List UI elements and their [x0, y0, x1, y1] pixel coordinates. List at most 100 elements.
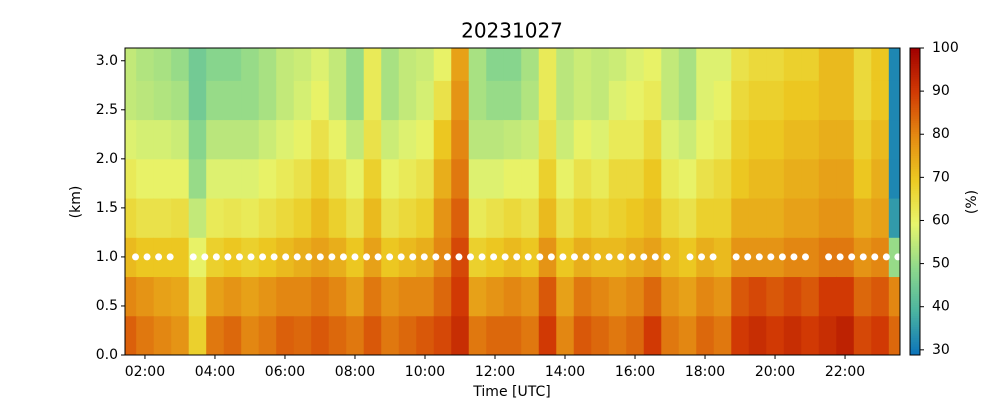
- colorbar-segment: [910, 247, 920, 251]
- chart-title: 20231027: [461, 19, 563, 43]
- heat-cell: [888, 276, 900, 317]
- colorbar-segment: [910, 212, 920, 216]
- colorbar-segment: [910, 282, 920, 286]
- heat-cell: [468, 80, 487, 121]
- colorbar-segment: [910, 69, 920, 73]
- colorbar-segment: [910, 162, 920, 165]
- colorbar-segment: [910, 337, 920, 341]
- heat-cell: [258, 48, 277, 81]
- heat-cell: [416, 276, 435, 317]
- heat-cell: [311, 276, 330, 317]
- marker: [363, 253, 371, 261]
- marker: [871, 253, 879, 261]
- colorbar-segment: [910, 280, 920, 284]
- heat-cell: [503, 119, 522, 160]
- y-axis-label: (km): [68, 186, 84, 219]
- heat-cell: [801, 158, 820, 199]
- heat-cell: [398, 119, 417, 160]
- colorbar-segment: [910, 232, 920, 235]
- heat-cell: [713, 119, 732, 160]
- marker: [166, 253, 174, 261]
- heat-cell: [468, 276, 487, 317]
- heat-cell: [888, 119, 900, 160]
- heat-cell: [451, 158, 470, 199]
- heat-cell: [311, 119, 330, 160]
- heat-cell: [836, 276, 855, 317]
- colorbar-segment: [910, 315, 920, 319]
- colorbar-segment: [910, 346, 920, 349]
- heat-cell: [818, 198, 837, 238]
- colorbar-segment: [910, 284, 920, 288]
- heat-cell: [731, 80, 750, 121]
- colorbar-segment: [910, 273, 920, 277]
- heat-cell: [556, 80, 575, 121]
- heat-cell: [713, 158, 732, 199]
- heat-cell: [188, 158, 207, 199]
- colorbar-segment: [910, 175, 920, 178]
- marker: [825, 253, 833, 261]
- heat-cell: [486, 80, 505, 121]
- marker: [698, 253, 706, 261]
- marker: [351, 253, 359, 261]
- heat-cell: [818, 80, 837, 121]
- colorbar-segment: [910, 56, 920, 60]
- marker: [282, 253, 290, 261]
- marker: [235, 253, 243, 261]
- heat-cell: [416, 119, 435, 160]
- colorbar-segment: [910, 214, 920, 218]
- heat-cell: [293, 80, 312, 121]
- heat-cell: [801, 276, 820, 317]
- heat-cell: [538, 158, 557, 199]
- colorbar-segment: [910, 54, 920, 58]
- colorbar-segment: [910, 188, 920, 192]
- x-tick-label: 22:00: [825, 364, 865, 380]
- heat-cell: [853, 119, 872, 160]
- colorbar-segment: [910, 186, 920, 189]
- heat-cell: [503, 48, 522, 81]
- heat-cell: [538, 198, 557, 238]
- marker: [767, 253, 775, 261]
- heat-cell: [748, 80, 767, 121]
- heat-cell: [258, 158, 277, 199]
- colorbar-segment: [910, 126, 920, 130]
- heat-cell: [206, 198, 225, 238]
- colorbar-segment: [910, 330, 920, 334]
- y-tick-label: 2.5: [96, 102, 118, 118]
- colorbar-segment: [910, 118, 920, 121]
- marker: [882, 253, 890, 261]
- colorbar-segment: [910, 179, 920, 183]
- heat-cell: [521, 315, 540, 355]
- heat-cell: [888, 48, 900, 81]
- heat-cell: [696, 158, 715, 199]
- colorbar-segment: [910, 287, 920, 290]
- colorbar-segment: [910, 260, 920, 264]
- heatmap: [125, 48, 900, 355]
- heat-cell: [713, 198, 732, 238]
- colorbar-segment: [910, 129, 920, 132]
- heat-cell: [661, 315, 680, 355]
- heat-cell: [678, 198, 697, 238]
- heat-cell: [626, 48, 645, 81]
- heat-cell: [608, 158, 627, 199]
- heat-cell: [276, 80, 295, 121]
- colorbar-segment: [910, 205, 920, 209]
- heat-cell: [853, 198, 872, 238]
- heat-cell: [136, 276, 155, 317]
- marker: [374, 253, 382, 261]
- heat-cell: [678, 158, 697, 199]
- heat-cell: [433, 198, 452, 238]
- heat-cell: [468, 237, 487, 278]
- colorbar-segment: [910, 148, 920, 152]
- heat-cell: [556, 48, 575, 81]
- heat-cell: [381, 276, 400, 317]
- marker: [547, 253, 555, 261]
- heat-cell: [713, 276, 732, 317]
- heat-cell: [836, 119, 855, 160]
- colorbar-segment: [910, 52, 920, 56]
- heat-cell: [888, 237, 900, 278]
- heat-cell: [381, 158, 400, 199]
- x-tick-label: 18:00: [685, 364, 725, 380]
- heat-cell: [818, 158, 837, 199]
- heat-cell: [125, 119, 137, 160]
- colorbar-tick-label: 70: [932, 169, 950, 185]
